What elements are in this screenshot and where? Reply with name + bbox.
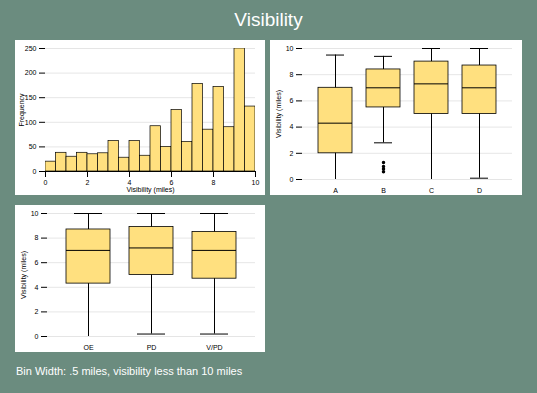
- svg-text:B: B: [381, 187, 386, 194]
- svg-text:10: 10: [31, 210, 39, 217]
- svg-text:6: 6: [35, 259, 39, 266]
- svg-text:OE: OE: [83, 344, 93, 351]
- svg-text:D: D: [477, 187, 482, 194]
- svg-text:10: 10: [286, 45, 294, 52]
- svg-text:Visibility (miles): Visibility (miles): [20, 251, 28, 299]
- svg-text:A: A: [333, 187, 338, 194]
- svg-text:6: 6: [290, 97, 294, 104]
- svg-text:10: 10: [252, 179, 260, 186]
- svg-text:0: 0: [35, 333, 39, 340]
- svg-text:V/PD: V/PD: [206, 344, 222, 351]
- svg-text:PD: PD: [147, 344, 157, 351]
- svg-text:0: 0: [33, 168, 37, 175]
- svg-text:Frequency: Frequency: [18, 93, 26, 127]
- svg-text:0: 0: [290, 176, 294, 183]
- svg-text:4: 4: [290, 123, 294, 130]
- svg-text:8: 8: [35, 234, 39, 241]
- svg-text:Visibility (miles): Visibility (miles): [126, 186, 174, 194]
- svg-text:4: 4: [35, 284, 39, 291]
- svg-text:8: 8: [212, 179, 216, 186]
- html-text:Bin Width: .5 miles, visibilit: Bin Width: .5 miles, visibility less tha…: [16, 365, 243, 377]
- svg-text:0: 0: [44, 179, 48, 186]
- svg-text:100: 100: [25, 119, 37, 126]
- svg-text:200: 200: [25, 69, 37, 76]
- svg-text:250: 250: [25, 45, 37, 52]
- svg-text:C: C: [429, 187, 434, 194]
- svg-text:Visibility (miles): Visibility (miles): [275, 90, 283, 138]
- svg-text:50: 50: [29, 143, 37, 150]
- html-text:Visibility: Visibility: [234, 9, 303, 30]
- svg-text:2: 2: [86, 179, 90, 186]
- svg-text:8: 8: [290, 71, 294, 78]
- svg-text:2: 2: [290, 150, 294, 157]
- svg-text:2: 2: [35, 308, 39, 315]
- svg-text:4: 4: [127, 179, 132, 187]
- svg-text:6: 6: [169, 179, 174, 187]
- svg-text:150: 150: [25, 94, 37, 101]
